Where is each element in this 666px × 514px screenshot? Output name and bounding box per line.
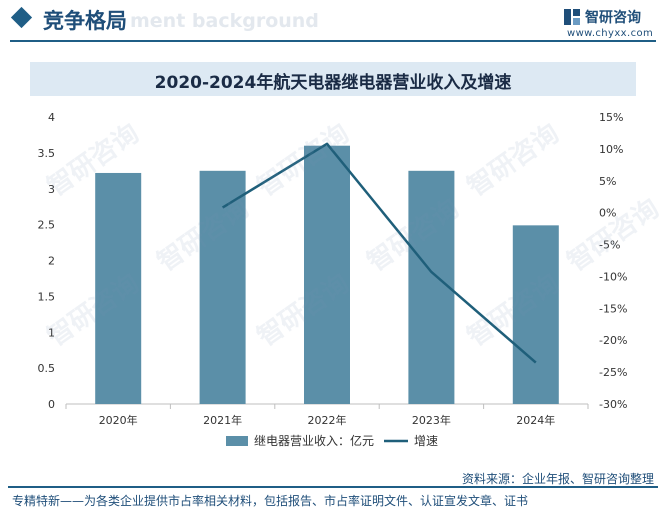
bar-2021年: [199, 170, 246, 404]
y-tick-label: 1.5: [38, 290, 56, 303]
x-tick-label: 2020年: [99, 413, 138, 427]
chart: 0 0.5 1 1.5 2 2.5 3 3.5 4 -30% -25% -20% -15% -10% -5%…: [38, 111, 628, 448]
bar-2022年: [304, 145, 350, 404]
brand-logo: 智研咨询 www.chyxx.com: [563, 6, 659, 40]
y2-tick-label: -30%: [599, 398, 627, 411]
legend-label-bar: 继电器营业收入：亿元: [254, 433, 374, 448]
y2-tick-label: 15%: [599, 111, 623, 124]
y2-tick-label: 0%: [599, 207, 616, 220]
y-tick-label: 2.5: [38, 219, 56, 232]
diamond-icon: [10, 6, 33, 29]
x-tick-label: 2023年: [412, 413, 451, 427]
y-tick-label: 4: [48, 111, 55, 124]
y-tick-label: 3: [48, 183, 55, 196]
header-ghost-text: ment background: [130, 10, 319, 32]
legend-label-line: 增速: [414, 434, 438, 448]
legend-swatch-bar: [226, 436, 248, 446]
y2-tick-label: 10%: [599, 143, 623, 156]
y-tick-label: 3.5: [38, 147, 56, 160]
x-tick-label: 2021年: [203, 413, 242, 427]
source-note: 资料来源：企业年报、智研咨询整理: [461, 472, 654, 486]
y-tick-label: 2: [48, 255, 55, 268]
chart-title-band: 2020-2024年航天电器继电器营业收入及增速: [30, 62, 636, 96]
y-tick-label: 0: [48, 398, 55, 411]
logo-name: 智研咨询: [585, 10, 641, 26]
header-divider: [10, 40, 656, 42]
growth-line: [221, 142, 537, 364]
y-tick-label: 0.5: [38, 362, 56, 375]
section-title: 竞争格局: [43, 9, 127, 33]
x-tick-label: 2022年: [308, 413, 347, 427]
logo-url: www.chyxx.com: [567, 28, 654, 39]
bar-2023年: [408, 170, 455, 404]
footer-divider: [8, 486, 658, 488]
x-tick-label: 2024年: [516, 413, 555, 427]
logo-mark-icon: [564, 9, 580, 25]
header: ment background 竞争格局 智研咨询 www.chyxx.com: [0, 0, 666, 44]
bar-2024年: [512, 225, 559, 404]
bar-2020年: [95, 172, 142, 404]
y2-tick-label: -20%: [599, 334, 627, 347]
y2-tick-label: -5%: [599, 239, 620, 252]
y2-tick-label: -25%: [599, 366, 627, 379]
y2-tick-label: 5%: [599, 175, 616, 188]
y2-tick-label: -15%: [599, 302, 627, 315]
y2-tick-label: -10%: [599, 270, 627, 283]
chart-title: 2020-2024年航天电器继电器营业收入及增速: [154, 73, 512, 93]
y-tick-label: 1: [48, 326, 55, 339]
footer-note: 专精特新——为各类企业提供市占率相关材料，包括报告、市占率证明文件、认证宣发文章…: [12, 494, 529, 508]
